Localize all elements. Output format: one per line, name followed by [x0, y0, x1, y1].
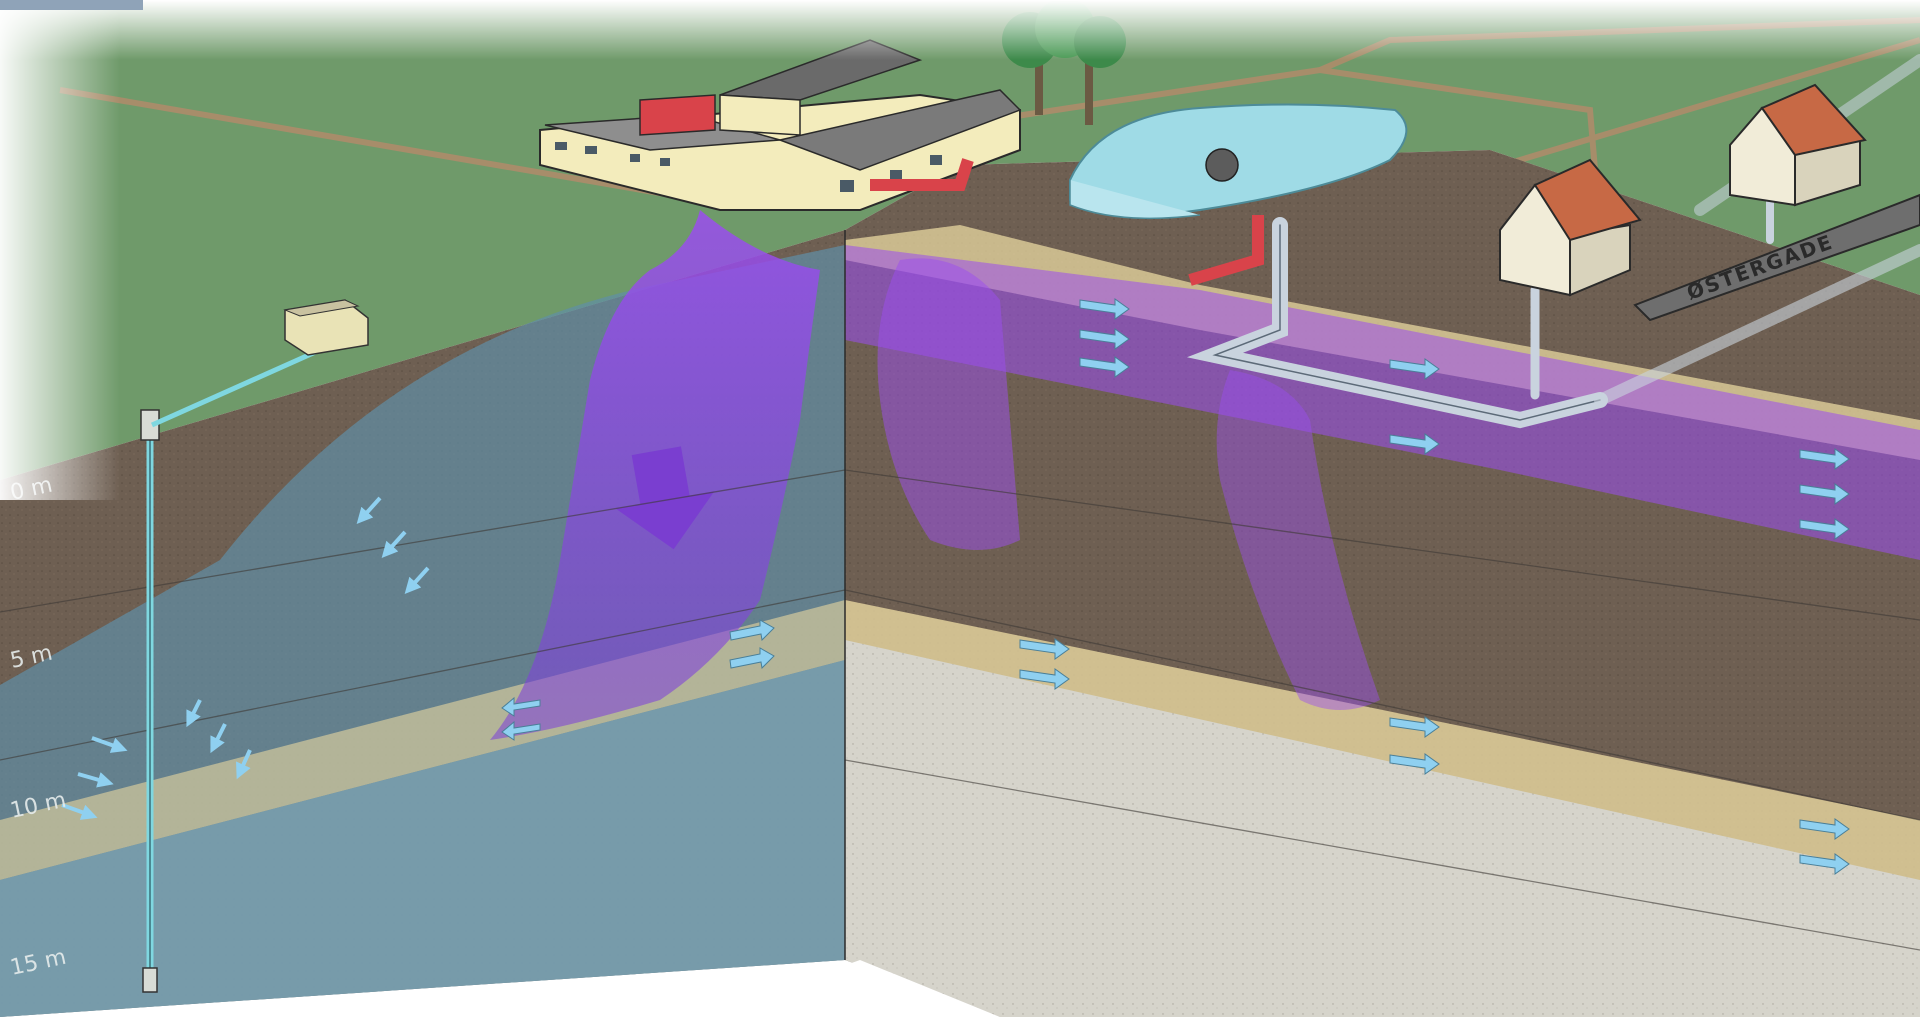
flow-arrow-icon — [501, 720, 541, 741]
grass-surface — [0, 0, 1920, 480]
house-icon — [1729, 83, 1867, 207]
flow-arrows-toward-well — [61, 496, 430, 820]
right-contaminated-aquifer — [845, 245, 1920, 560]
flow-arrow-icon — [1079, 328, 1130, 350]
flow-arrow-icon — [1079, 356, 1130, 378]
contamination-plume-mid — [877, 258, 1020, 550]
right-clay-bottom — [845, 640, 1920, 1017]
contamination-plume-right — [1216, 370, 1380, 710]
house-icon — [1499, 158, 1642, 297]
strata-lines — [0, 469, 1920, 951]
pond-icon — [1069, 103, 1408, 220]
flow-arrow-icon — [1389, 716, 1440, 738]
left-clay-bottom — [0, 660, 845, 1017]
flow-arrow-icon — [1799, 518, 1850, 540]
flow-arrow-icon — [1389, 358, 1440, 380]
flow-arrow-icon — [1019, 638, 1070, 660]
flow-arrow-icon — [1389, 433, 1440, 455]
flow-arrow-icon — [1799, 483, 1850, 505]
flow-arrow-icon — [729, 619, 775, 642]
flow-arrow-icon — [1799, 448, 1850, 470]
bottom-cutout — [700, 960, 1000, 1017]
flow-arrow-icon — [501, 696, 541, 717]
flow-arrow-icon — [1079, 298, 1130, 320]
top-fade — [0, 0, 1920, 60]
monitoring-well-icon — [140, 347, 322, 993]
factory-discharge-pipe — [870, 158, 974, 191]
flow-arrows — [501, 298, 1850, 875]
flow-arrow-icon — [1019, 668, 1070, 690]
flow-arrow-icon — [1389, 753, 1440, 775]
left-fade — [0, 0, 120, 500]
pump-house-icon — [283, 299, 369, 356]
corner-tab — [0, 0, 143, 10]
flow-arrow-icon — [1799, 818, 1850, 840]
red-inlet-pipe — [1188, 215, 1264, 286]
flow-arrow-icon — [729, 647, 775, 670]
plume-direction-arrow — [615, 446, 715, 550]
flow-arrow-icon — [1799, 853, 1850, 875]
